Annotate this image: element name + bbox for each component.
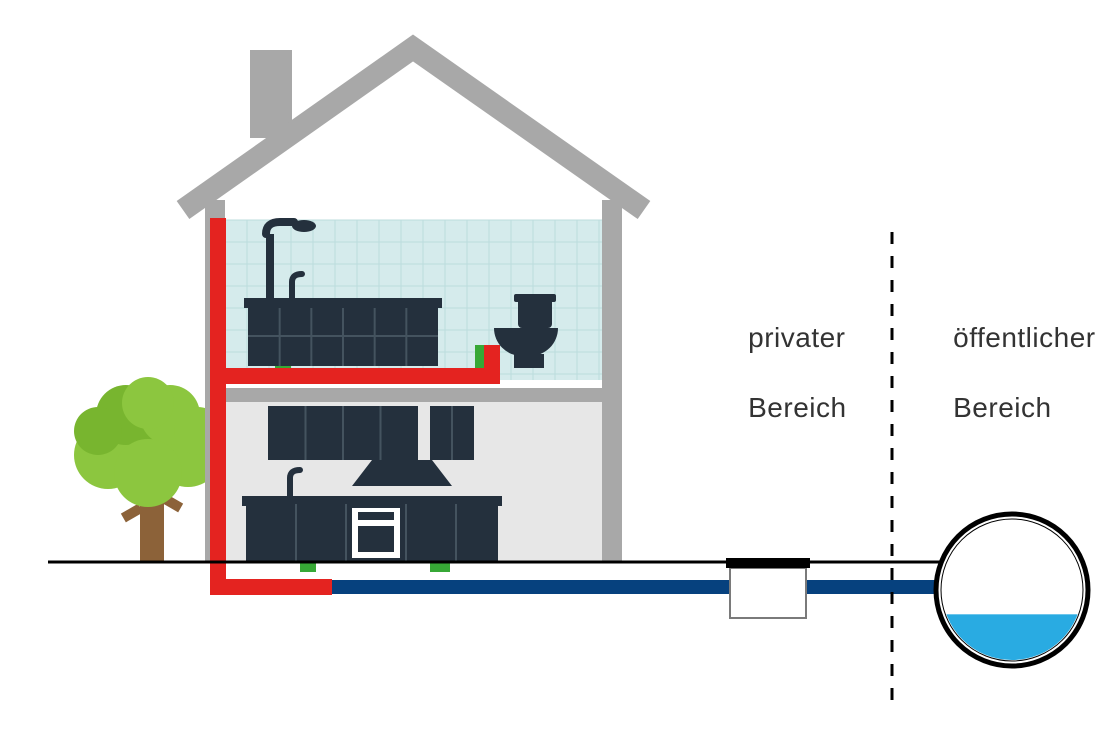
tree-icon	[74, 377, 222, 562]
inspection-manhole	[726, 558, 810, 618]
label-private-line2: Bereich	[748, 392, 846, 423]
label-public-line2: Bereich	[953, 392, 1051, 423]
sewer-main-icon	[936, 514, 1088, 746]
label-public-line1: öffentlicher	[953, 322, 1095, 353]
label-public-area: öffentlicher Bereich	[920, 285, 1096, 460]
label-private-area: privater Bereich	[715, 285, 847, 460]
label-private-line1: privater	[748, 322, 845, 353]
